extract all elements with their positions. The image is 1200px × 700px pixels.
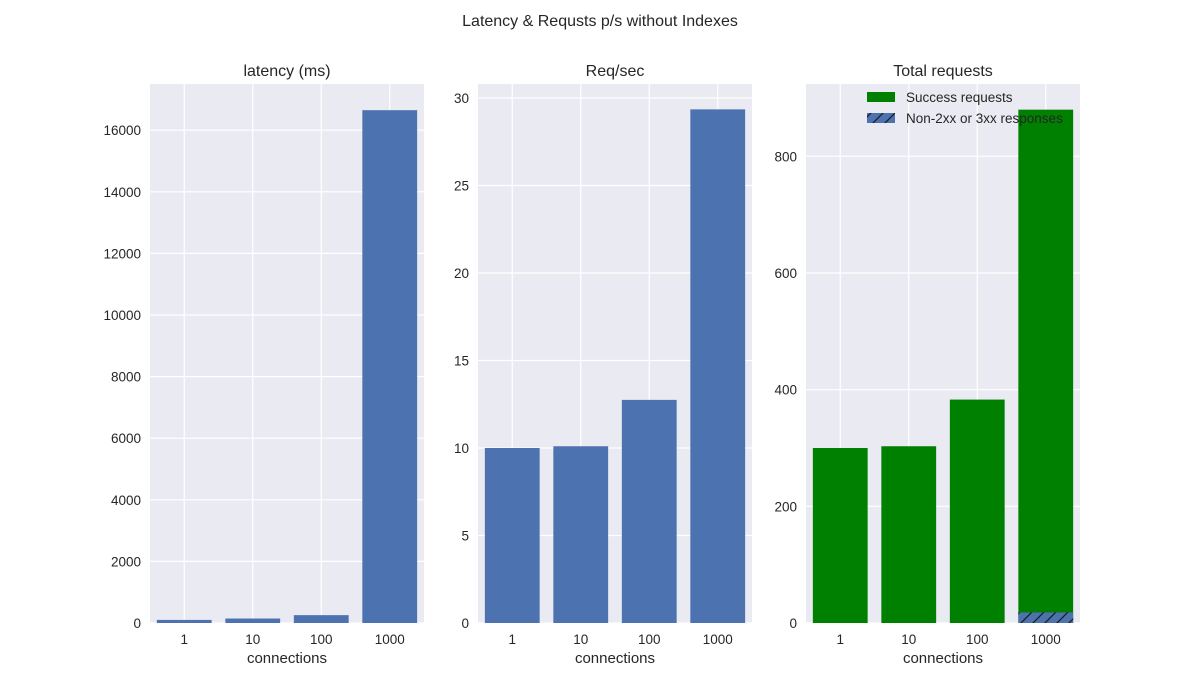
y-tick-label: 10000 [103, 308, 141, 323]
legend-swatch-hatch [867, 113, 895, 123]
y-tick-label: 6000 [111, 431, 141, 446]
y-tick-label: 2000 [111, 554, 141, 569]
success-bar-100 [949, 399, 1005, 623]
req-per-sec-panel: 0 5 10 15 20 25 30 1 10 100 1000 Req/sec connections [454, 63, 752, 667]
latency-panel: 0 2000 4000 6000 8000 10000 12000 14000 16000 1 10… [103, 63, 424, 667]
x-tick-label: 10 [245, 632, 260, 647]
y-tick-label: 15 [454, 354, 469, 369]
figure-title: Latency & Requsts p/s without Indexes [462, 13, 738, 30]
x-tick-label: 100 [310, 632, 333, 647]
legend-swatch [867, 92, 895, 102]
success-bar-1 [812, 448, 868, 623]
y-tick-label: 8000 [111, 370, 141, 385]
bar-100 [621, 399, 677, 623]
y-tick-label: 400 [774, 383, 797, 398]
x-tick-label: 1 [180, 632, 188, 647]
panel-title: latency (ms) [243, 63, 330, 80]
y-tick-label: 0 [133, 616, 141, 631]
total-requests-panel: 0 200 400 600 800 1 10 100 1000 Total requests con… [774, 63, 1080, 667]
bar-10 [553, 446, 609, 623]
panel-title: Total requests [893, 63, 993, 80]
bar-1 [156, 619, 212, 623]
panel-title: Req/sec [586, 63, 645, 80]
x-tick-label: 1 [836, 632, 844, 647]
x-tick-label: 1000 [703, 632, 733, 647]
y-tick-label: 14000 [103, 185, 141, 200]
y-tick-label: 12000 [103, 246, 141, 261]
bar-1000 [690, 109, 746, 623]
y-tick-label: 10 [454, 441, 469, 456]
y-tick-label: 20 [454, 266, 469, 281]
bar-10 [225, 618, 281, 623]
y-tick-label: 0 [461, 616, 469, 631]
y-tick-label: 4000 [111, 493, 141, 508]
y-tick-label: 200 [774, 499, 797, 514]
y-tick-label: 30 [454, 91, 469, 106]
x-tick-label: 10 [573, 632, 588, 647]
x-tick-label: 1000 [1031, 632, 1061, 647]
x-tick-label: 1 [508, 632, 516, 647]
y-tick-label: 5 [461, 529, 469, 544]
legend-label: Success requests [906, 90, 1013, 105]
y-tick-label: 0 [789, 616, 797, 631]
y-tick-label: 800 [774, 149, 797, 164]
x-axis-label: connections [903, 650, 983, 667]
x-tick-label: 100 [638, 632, 661, 647]
x-axis-label: connections [575, 650, 655, 667]
success-bar-10 [881, 446, 937, 623]
hatch-overlay-1000 [1018, 612, 1074, 623]
x-tick-label: 100 [966, 632, 989, 647]
y-tick-label: 25 [454, 179, 469, 194]
bar-1 [484, 448, 540, 623]
legend-label: Non-2xx or 3xx responses [906, 111, 1063, 126]
x-tick-label: 1000 [375, 632, 405, 647]
bar-1000 [362, 110, 418, 624]
success-bar-1000 [1018, 109, 1074, 623]
x-axis-label: connections [247, 650, 327, 667]
bar-100 [293, 615, 349, 623]
y-tick-label: 16000 [103, 123, 141, 138]
y-tick-label: 600 [774, 266, 797, 281]
x-tick-label: 10 [901, 632, 916, 647]
